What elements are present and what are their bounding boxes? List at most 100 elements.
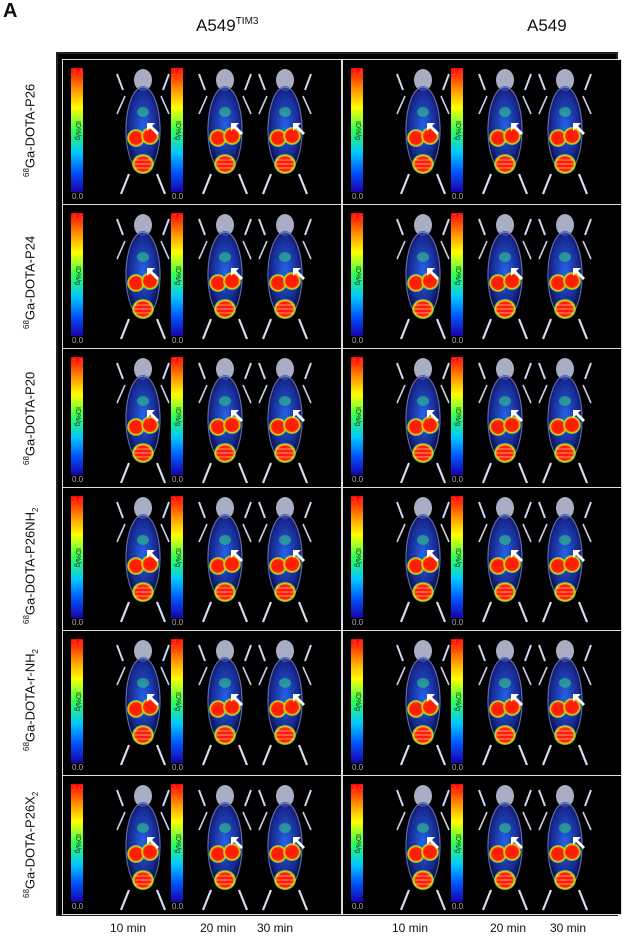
row-label: 68Ga-DOTA-P24 [22,235,38,329]
colorbar [171,68,183,192]
tumor-arrow-icon [425,408,441,429]
colorbar-unit-label: ID%/g [174,692,181,712]
tumor-arrow-icon [291,121,307,142]
colorbar-max-label: 3.6 [72,639,84,648]
colorbar-min-label: 0.0 [172,618,184,627]
colorbar-min-label: 0.0 [352,336,364,345]
colorbar [351,639,363,763]
colorbar [171,784,183,902]
colorbar-max-label: 2.0 [452,496,464,505]
colorbar-unit-label: ID%/g [174,121,181,141]
colorbar [451,357,463,475]
pet-mouse-image [477,782,533,914]
pet-mouse-image [395,66,451,203]
pet-mouse-image [477,66,533,203]
colorbar [71,639,83,763]
colorbar-max-label: 2.4 [72,357,84,366]
colorbar-unit-label: ID%/g [454,548,461,568]
colorbar-min-label: 0.0 [172,192,184,201]
colorbar [71,357,83,475]
colorbar-min-label: 0.0 [452,192,464,201]
colorbar-min-label: 0.0 [352,763,364,772]
pet-mouse-image [197,211,253,348]
colorbar [71,68,83,192]
colorbar-unit-label: ID%/g [454,834,461,854]
colorbar-min-label: 0.0 [172,336,184,345]
colorbar-min-label: 0.0 [72,902,84,911]
image-cell: 2.4 0.0 ID%/g 2.0 0.0 ID%/g [342,348,622,488]
pet-mouse-image [395,782,451,914]
row-label: 68Ga-DOTA-r-NH2 [22,649,40,751]
colorbar-max-label: 2.0 [452,784,464,793]
tumor-arrow-icon [425,692,441,713]
colorbar [451,68,463,192]
colorbar [351,784,363,902]
colorbar [451,639,463,763]
colorbar-max-label: 2.4 [352,357,364,366]
tumor-arrow-icon [229,266,245,287]
pet-mouse-image [115,355,171,487]
colorbar-max-label: 1.6 [172,68,184,77]
tumor-arrow-icon [509,548,525,569]
time-label: 10 min [392,921,429,935]
colorbar-min-label: 0.0 [352,618,364,627]
column-header-a549-tim3: A549TIM3 [196,16,259,35]
pet-mouse-image [395,211,451,348]
tumor-arrow-icon [571,408,587,429]
tumor-arrow-icon [509,692,525,713]
tumor-arrow-icon [571,692,587,713]
colorbar [351,68,363,192]
pet-mouse-image [537,637,593,774]
colorbar [71,784,83,902]
tumor-arrow-icon [571,835,587,856]
colorbar [351,357,363,475]
colorbar-unit-label: ID%/g [174,548,181,568]
colorbar-unit-label: ID%/g [74,265,81,285]
pet-mouse-image [395,355,451,487]
colorbar-min-label: 0.0 [72,336,84,345]
pet-mouse-image [197,637,253,774]
tumor-arrow-icon [229,121,245,142]
tumor-arrow-icon [145,266,161,287]
pet-mouse-image [197,782,253,914]
pet-mouse-image [537,211,593,348]
colorbar-unit-label: ID%/g [74,692,81,712]
colorbar-min-label: 0.0 [452,336,464,345]
colorbar-max-label: 2.0 [452,213,464,222]
colorbar [451,784,463,902]
pet-image-grid: 2.4 0.0 ID%/g 1.6 0.0 ID%/g [56,52,622,916]
pet-mouse-image [197,355,253,487]
colorbar-min-label: 0.0 [172,902,184,911]
colorbar-min-label: 0.0 [352,475,364,484]
colorbar-unit-label: ID%/g [174,834,181,854]
tumor-arrow-icon [571,121,587,142]
tumor-arrow-icon [425,835,441,856]
colorbar [451,213,463,336]
image-cell: 3.6 0.0 ID%/g 2.0 0.0 ID%/g [342,487,622,631]
colorbar [171,496,183,618]
tumor-arrow-icon [229,692,245,713]
pet-mouse-image [115,211,171,348]
colorbar-min-label: 0.0 [172,763,184,772]
colorbar [171,639,183,763]
pet-mouse-image [395,637,451,774]
pet-mouse-image [115,782,171,914]
pet-mouse-image [257,211,313,348]
tumor-arrow-icon [425,548,441,569]
colorbar-max-label: 3.6 [352,496,364,505]
tumor-arrow-icon [229,408,245,429]
colorbar-unit-label: ID%/g [354,265,361,285]
pet-mouse-image [115,66,171,203]
image-cell: 3.6 0.0 ID%/g 2.0 0.0 ID%/g [342,204,622,349]
colorbar-min-label: 0.0 [72,475,84,484]
image-cell: 3.6 0.0 ID%/g 2.0 0.0 ID%/g [62,630,342,776]
colorbar-max-label: 2.0 [72,784,84,793]
tumor-arrow-icon [571,266,587,287]
colorbar-unit-label: ID%/g [74,121,81,141]
colorbar [171,357,183,475]
colorbar-unit-label: ID%/g [74,548,81,568]
colorbar-max-label: 2.0 [172,639,184,648]
time-label: 20 min [200,921,237,935]
pet-mouse-image [537,66,593,203]
pet-mouse-image [257,66,313,203]
